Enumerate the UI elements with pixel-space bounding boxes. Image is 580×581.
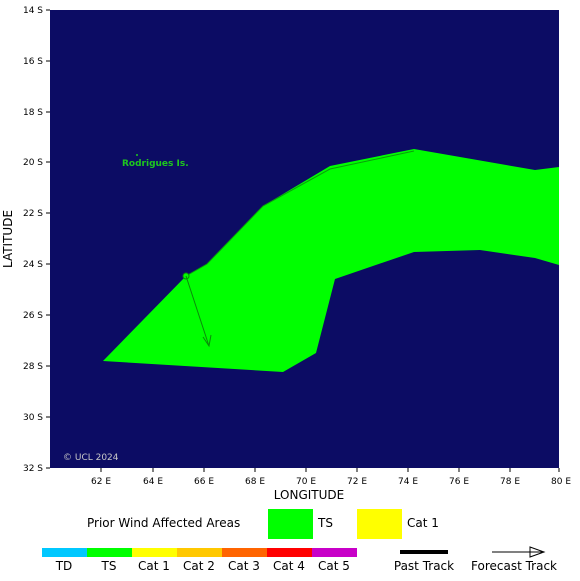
y-tick-label: 20 S <box>23 158 43 168</box>
legend-swatch-cat1 <box>357 509 402 539</box>
x-tick-label: 74 E <box>398 477 418 487</box>
scale-label: Cat 5 <box>318 559 350 573</box>
x-tick-label: 64 E <box>143 477 163 487</box>
copyright-text: © UCL 2024 <box>63 453 119 463</box>
scale-cat4 <box>267 548 312 557</box>
y-tick-label: 28 S <box>23 362 43 372</box>
past-track-label: Past Track <box>394 559 454 573</box>
scale-label: Cat 4 <box>273 559 305 573</box>
forecast-track-label: Forecast Track <box>471 559 557 573</box>
legend-swatch-ts <box>268 509 313 539</box>
island-label: Rodrigues Is. <box>122 159 189 169</box>
x-tick-label: 62 E <box>91 477 111 487</box>
forecast-track-symbol-arrow <box>529 546 546 558</box>
scale-cat2 <box>177 548 222 557</box>
legend-swatch-ts-label: TS <box>317 516 333 530</box>
x-tick-label: 66 E <box>194 477 214 487</box>
y-axis-title: LATITUDE <box>1 210 15 268</box>
scale-cat5 <box>312 548 357 557</box>
y-tick-label: 32 S <box>23 464 43 474</box>
scale-label: Cat 2 <box>183 559 215 573</box>
y-tick-label: 30 S <box>23 413 43 423</box>
x-axis: 62 E 64 E 66 E 68 E 70 E 72 E 74 E 76 E … <box>91 468 571 502</box>
scale-label: TS <box>101 559 117 573</box>
x-tick-label: 80 E <box>551 477 571 487</box>
scale-cat3 <box>222 548 267 557</box>
legend-swatch-cat1-label: Cat 1 <box>407 516 439 530</box>
x-tick-label: 68 E <box>245 477 265 487</box>
swath-edge-line <box>185 150 415 277</box>
scale-td <box>42 548 87 557</box>
y-tick-label: 22 S <box>23 209 43 219</box>
y-tick-label: 14 S <box>23 6 43 16</box>
x-tick-label: 72 E <box>347 477 367 487</box>
scale-label: Cat 3 <box>228 559 260 573</box>
intensity-scale: TD TS Cat 1 Cat 2 Cat 3 Cat 4 Cat 5 <box>42 548 357 573</box>
y-axis: 14 S 16 S 18 S 20 S 22 S 24 S 26 S 28 S … <box>1 6 50 474</box>
forecast-track-line <box>185 275 210 347</box>
forecast-track-arrowhead <box>202 334 212 348</box>
y-tick-label: 24 S <box>23 260 43 270</box>
wind-area-legend: Prior Wind Affected Areas TS Cat 1 <box>87 509 439 539</box>
x-tick-label: 76 E <box>449 477 469 487</box>
x-tick-label: 70 E <box>296 477 316 487</box>
y-tick-label: 16 S <box>23 57 43 67</box>
scale-label: Cat 1 <box>138 559 170 573</box>
ts-wind-swath <box>103 142 559 372</box>
track-legend: Past Track Forecast Track <box>394 546 557 573</box>
y-tick-label: 26 S <box>23 311 43 321</box>
scale-label: TD <box>55 559 73 573</box>
legend-title: Prior Wind Affected Areas <box>87 516 240 530</box>
island-marker <box>136 154 138 156</box>
scale-ts <box>87 548 132 557</box>
x-tick-label: 78 E <box>500 477 520 487</box>
scale-cat1 <box>132 548 177 557</box>
x-axis-title: LONGITUDE <box>274 488 344 502</box>
y-tick-label: 18 S <box>23 108 43 118</box>
